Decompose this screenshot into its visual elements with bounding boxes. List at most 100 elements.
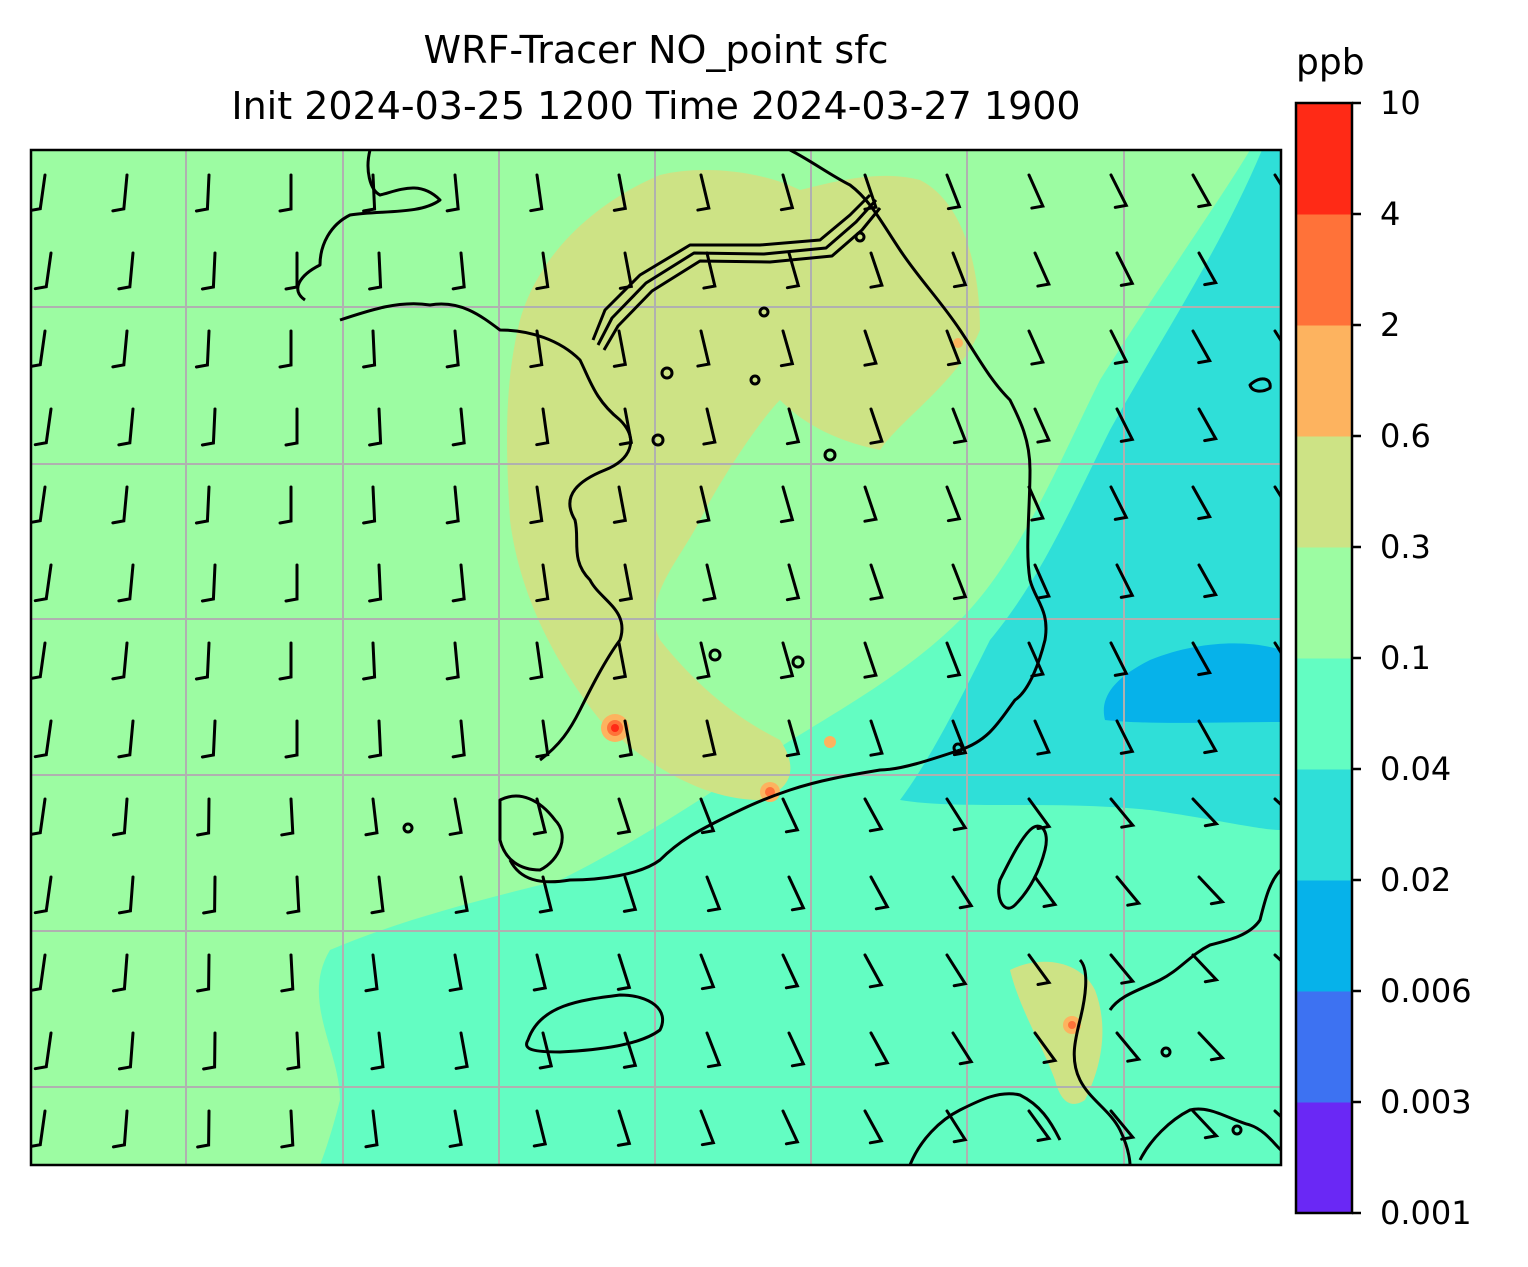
field-0.04-0.1 [318, 150, 1281, 1165]
wind-barb [535, 251, 550, 291]
wind-barb [1027, 173, 1045, 210]
wind-barb [31, 953, 47, 992]
wind-barb [1027, 329, 1045, 366]
colorbar-band [1296, 1102, 1352, 1214]
colorbar-band [1296, 103, 1352, 215]
wind-barb [451, 251, 466, 291]
wind-barb [1033, 251, 1051, 288]
wind-barb [951, 563, 968, 601]
wind-barb [111, 953, 129, 993]
wind-barb [445, 641, 460, 681]
hotspot [824, 736, 836, 748]
wind-barb [779, 173, 795, 212]
wind-barb [1115, 719, 1135, 755]
wind-barb [945, 1109, 968, 1144]
wind-barb [529, 485, 544, 525]
wind-barb [787, 875, 806, 912]
wind-barb [863, 797, 884, 833]
wind-barb [538, 1031, 554, 1070]
wind-barb [951, 719, 968, 757]
wind-barb [779, 329, 795, 368]
wind-barb [945, 641, 962, 679]
wind-barb [702, 719, 717, 758]
wind-barb [454, 1031, 469, 1070]
wind-barb [284, 719, 299, 759]
wind-barb [284, 563, 299, 603]
wind-barb [863, 173, 878, 211]
wind-barb [196, 953, 211, 993]
wind-barb [196, 1109, 211, 1149]
wind-barb [111, 797, 129, 837]
wind-barb [111, 641, 129, 681]
wind-barb [945, 953, 968, 988]
colorbar-tick-label: 0.006 [1380, 972, 1472, 1010]
wind-barb [612, 641, 628, 680]
wind-barb [702, 407, 717, 446]
wind-barb [451, 719, 466, 759]
wind-barb [781, 1109, 800, 1146]
hotspot [953, 338, 963, 348]
colorbar-tick-label: 0.6 [1380, 417, 1431, 455]
field-0.3-0.6 [507, 170, 980, 800]
wind-barb [31, 329, 47, 368]
wind-barb [945, 329, 962, 367]
wind-barb [869, 719, 884, 757]
wind-barb [1109, 173, 1129, 209]
colorbar-tick-label: 0.02 [1380, 861, 1452, 899]
wind-barb [622, 875, 638, 913]
colorbar-ticks [1352, 101, 1361, 1215]
wind-barb [863, 1109, 884, 1145]
map-title-line2: Init 2024-03-25 1200 Time 2024-03-27 190… [231, 84, 1081, 128]
wind-barb [278, 173, 293, 213]
wind-barb [362, 485, 377, 525]
wind-barb [1197, 875, 1226, 906]
wind-barb [869, 407, 884, 445]
wind-barb [779, 641, 795, 680]
colorbar-tick-label: 0.003 [1380, 1083, 1472, 1121]
wind-barb [618, 407, 634, 446]
colorbar-tick-label: 10 [1380, 84, 1421, 122]
hotspot [765, 787, 775, 797]
wind-barb [618, 719, 634, 758]
wind-barb [699, 953, 716, 991]
wind-barb [1115, 251, 1135, 287]
map-border [29, 148, 1283, 1167]
colorbar-tick-label: 0.001 [1380, 1194, 1472, 1232]
wind-barb [702, 563, 717, 602]
wind-barb [705, 1031, 722, 1069]
wind-barb [1033, 407, 1051, 444]
wind-barb [869, 563, 884, 601]
wind-barb [368, 407, 383, 447]
wind-barb [781, 797, 800, 834]
wind-barb [1027, 1109, 1052, 1143]
wind-barb [1191, 797, 1220, 828]
wind-barb [1197, 719, 1218, 755]
wind-barb [1033, 719, 1051, 756]
field-0.3-0.6-south [1010, 961, 1103, 1104]
wind-barb [705, 875, 722, 913]
wind-barb [951, 1031, 974, 1066]
wind-barb [370, 1031, 385, 1071]
wind-barb [117, 563, 135, 603]
wind-barb [33, 563, 53, 603]
wind-barb [448, 1109, 463, 1148]
wind-barb [618, 251, 634, 290]
wind-barb [280, 953, 295, 993]
wind-barb [1109, 641, 1129, 677]
wind-barb [1197, 407, 1218, 443]
wind-barb [529, 329, 544, 369]
wind-barb [787, 1031, 806, 1068]
colorbar-tick-label: 0.04 [1380, 750, 1452, 788]
wind-barb [362, 641, 377, 681]
wind-barb [696, 485, 711, 524]
wind-barb [1027, 641, 1045, 678]
wind-barb [117, 875, 135, 915]
wind-barb [194, 329, 211, 369]
wind-barb [33, 719, 53, 759]
wind-barb [1197, 563, 1218, 599]
colorbar-tick-label: 0.3 [1380, 528, 1431, 566]
wind-barb [616, 953, 632, 991]
wind-barb [1033, 1031, 1058, 1065]
map-panel [31, 150, 1281, 1165]
wind-barb [618, 563, 634, 602]
